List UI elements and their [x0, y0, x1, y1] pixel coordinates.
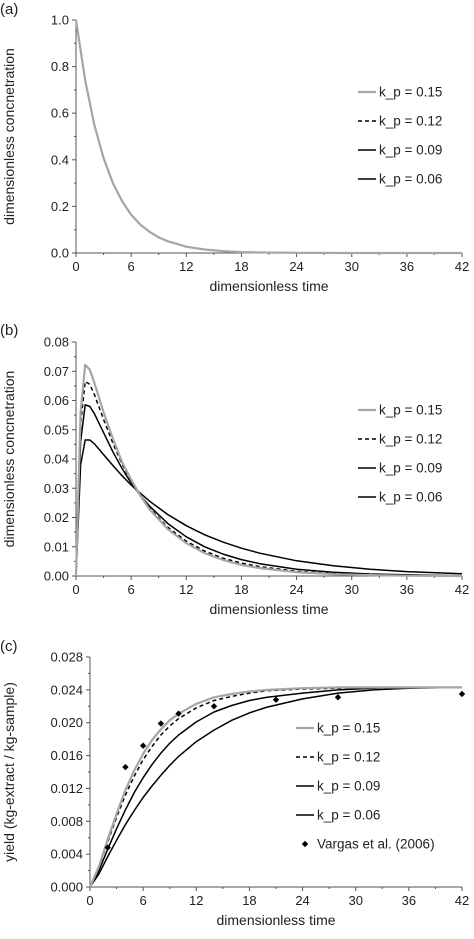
- y-tick-label: 0.016: [50, 748, 83, 763]
- x-tick-label: 24: [295, 893, 309, 908]
- y-tick-label: 0.020: [50, 715, 83, 730]
- scatter-point: [458, 690, 466, 698]
- x-tick-label: 0: [86, 893, 93, 908]
- chart-panel-0: (a) 0.0 0.2 0.4 0.6 0.8 1.0 0 6 12 18 24 30 36 42 dimen…: [0, 1, 469, 294]
- legend-label-0: k_p = 0.15: [379, 85, 442, 100]
- y-tick-label: 0.012: [50, 781, 83, 796]
- series-line-2: [75, 404, 463, 577]
- legend-label-0: k_p = 0.15: [379, 403, 442, 418]
- x-tick-label: 0: [72, 259, 79, 274]
- x-tick-label: 0: [72, 582, 79, 597]
- x-tick-label: 30: [344, 259, 358, 274]
- legend-label-3: k_p = 0.06: [317, 808, 380, 823]
- legend-label-1: k_p = 0.12: [379, 432, 442, 447]
- y-axis-label: yield (kg-extract / kg-sample): [1, 682, 17, 862]
- panel-label: (c): [0, 638, 18, 655]
- y-axis-label: dimensionless concnetration: [1, 48, 17, 225]
- series-line-1: [89, 686, 462, 888]
- x-tick-label: 42: [455, 259, 469, 274]
- scatter-point: [104, 844, 111, 851]
- y-tick-label: 0.01: [44, 539, 69, 554]
- series-line-3: [89, 686, 463, 888]
- x-tick-label: 42: [455, 893, 469, 908]
- y-tick-label: 0.02: [44, 510, 69, 525]
- x-tick-label: 30: [344, 582, 358, 597]
- x-tick-label: 6: [128, 259, 135, 274]
- y-tick-label: 0.000: [50, 880, 83, 895]
- y-tick-label: 0.6: [51, 106, 69, 121]
- x-axis-label: dimensionless time: [209, 601, 328, 617]
- legend-label-2: k_p = 0.09: [379, 143, 442, 158]
- legend-label-1: k_p = 0.12: [379, 114, 442, 129]
- scatter-point: [175, 710, 182, 717]
- x-tick-label: 12: [189, 893, 203, 908]
- x-tick-label: 24: [289, 582, 303, 597]
- y-tick-label: 0.08: [44, 335, 69, 350]
- x-tick-label: 18: [234, 259, 248, 274]
- y-tick-label: 0.07: [44, 364, 69, 379]
- series-line-0: [74, 363, 463, 578]
- x-tick-label: 18: [242, 893, 256, 908]
- y-tick-label: 0.4: [51, 152, 69, 167]
- x-tick-label: 18: [234, 582, 248, 597]
- y-tick-label: 0.8: [51, 59, 69, 74]
- y-tick-label: 0.024: [50, 682, 83, 697]
- y-tick-label: 0.004: [50, 847, 83, 862]
- scatter-point: [139, 742, 147, 749]
- x-tick-label: 6: [140, 893, 147, 908]
- legend-label-0: k_p = 0.15: [317, 721, 380, 736]
- legend-label-3: k_p = 0.06: [379, 172, 442, 187]
- series-line-2: [89, 686, 462, 888]
- x-tick-label: 12: [179, 259, 193, 274]
- y-tick-label: 0.04: [44, 452, 69, 467]
- panel-label: (a): [0, 1, 18, 18]
- y-tick-label: 0.008: [50, 814, 83, 829]
- x-tick-label: 36: [400, 259, 414, 274]
- y-tick-label: 0.03: [44, 481, 69, 496]
- chart-panel-2: (c) 0.000 0.004 0.008 0.012 0.016 0.020 0.024 0.…: [0, 638, 469, 928]
- x-axis-label: dimensionless time: [216, 912, 335, 928]
- series-line-3: [75, 439, 463, 577]
- legend-label-1: k_p = 0.12: [317, 750, 380, 765]
- chart-panel-1: (b) 0.00 0.01 0.02 0.03 0.04 0.05 0.06 0.07 0.08 0…: [0, 322, 469, 617]
- x-tick-label: 36: [402, 893, 416, 908]
- y-tick-label: 1.0: [51, 13, 69, 28]
- legend-label-3: k_p = 0.06: [379, 490, 442, 505]
- x-tick-label: 30: [348, 893, 362, 908]
- scatter-point: [334, 694, 342, 701]
- x-tick-label: 42: [455, 582, 469, 597]
- y-tick-label: 0.0: [51, 246, 69, 261]
- x-axis-label: dimensionless time: [209, 278, 328, 294]
- y-tick-label: 0.05: [44, 422, 69, 437]
- x-tick-label: 12: [179, 582, 193, 597]
- y-tick-label: 0.06: [44, 393, 69, 408]
- x-tick-label: 36: [400, 582, 414, 597]
- y-axis-label: dimensionless concnetration: [1, 371, 17, 548]
- y-tick-label: 0.028: [50, 650, 83, 665]
- legend-label-2: k_p = 0.09: [379, 461, 442, 476]
- x-tick-label: 24: [289, 259, 303, 274]
- scatter-point: [272, 696, 280, 703]
- panel-label: (b): [0, 322, 18, 339]
- y-tick-label: 0.2: [51, 199, 69, 214]
- scatter-point: [122, 763, 129, 771]
- scatter-point: [210, 703, 218, 710]
- y-tick-label: 0.00: [44, 569, 69, 584]
- legend-swatch-scatter: [301, 840, 309, 848]
- legend-label-scatter: Vargas et al. (2006): [317, 837, 435, 852]
- series-line-0: [88, 686, 462, 888]
- series-line-0: [74, 19, 462, 255]
- x-tick-label: 6: [128, 582, 135, 597]
- scatter-point: [157, 720, 165, 727]
- legend-label-2: k_p = 0.09: [317, 779, 380, 794]
